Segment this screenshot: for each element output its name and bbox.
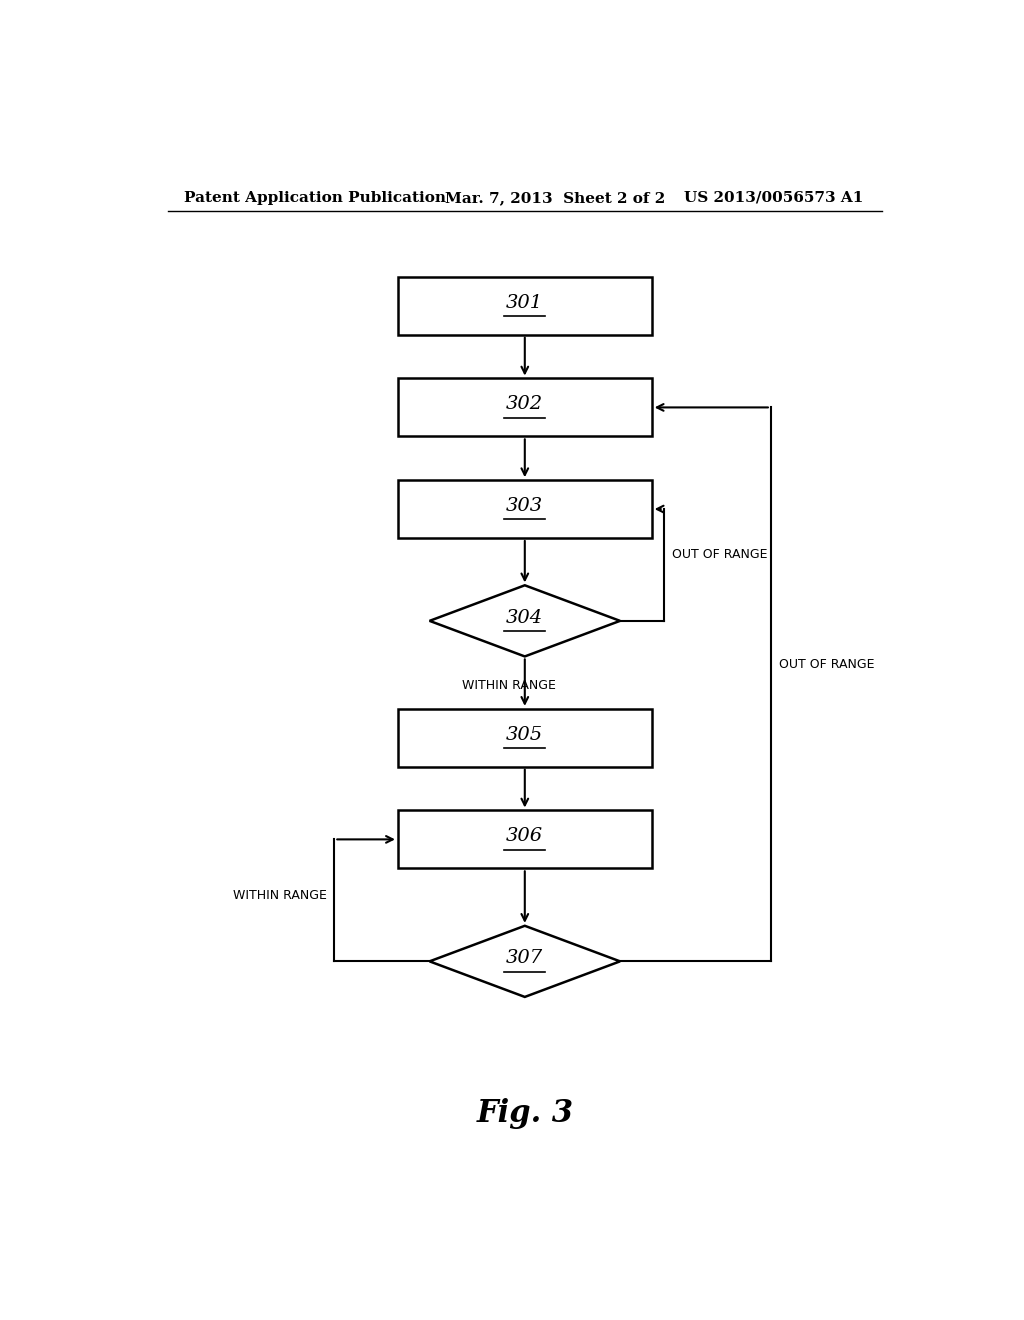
Text: US 2013/0056573 A1: US 2013/0056573 A1 — [684, 191, 863, 205]
Text: 306: 306 — [506, 828, 544, 845]
Polygon shape — [430, 585, 620, 656]
Text: 301: 301 — [506, 294, 544, 312]
Text: 305: 305 — [506, 726, 544, 743]
Text: OUT OF RANGE: OUT OF RANGE — [779, 657, 874, 671]
Text: 304: 304 — [506, 609, 544, 627]
FancyBboxPatch shape — [397, 277, 651, 335]
FancyBboxPatch shape — [397, 810, 651, 869]
Text: WITHIN RANGE: WITHIN RANGE — [462, 678, 556, 692]
Text: 302: 302 — [506, 396, 544, 413]
Text: Mar. 7, 2013  Sheet 2 of 2: Mar. 7, 2013 Sheet 2 of 2 — [445, 191, 666, 205]
Text: Patent Application Publication: Patent Application Publication — [183, 191, 445, 205]
Text: WITHIN RANGE: WITHIN RANGE — [232, 888, 327, 902]
Text: 307: 307 — [506, 949, 544, 968]
Text: 303: 303 — [506, 498, 544, 515]
Text: Fig. 3: Fig. 3 — [476, 1098, 573, 1130]
FancyBboxPatch shape — [397, 379, 651, 437]
FancyBboxPatch shape — [397, 480, 651, 539]
Polygon shape — [430, 925, 620, 997]
Text: OUT OF RANGE: OUT OF RANGE — [672, 548, 767, 561]
FancyBboxPatch shape — [397, 709, 651, 767]
